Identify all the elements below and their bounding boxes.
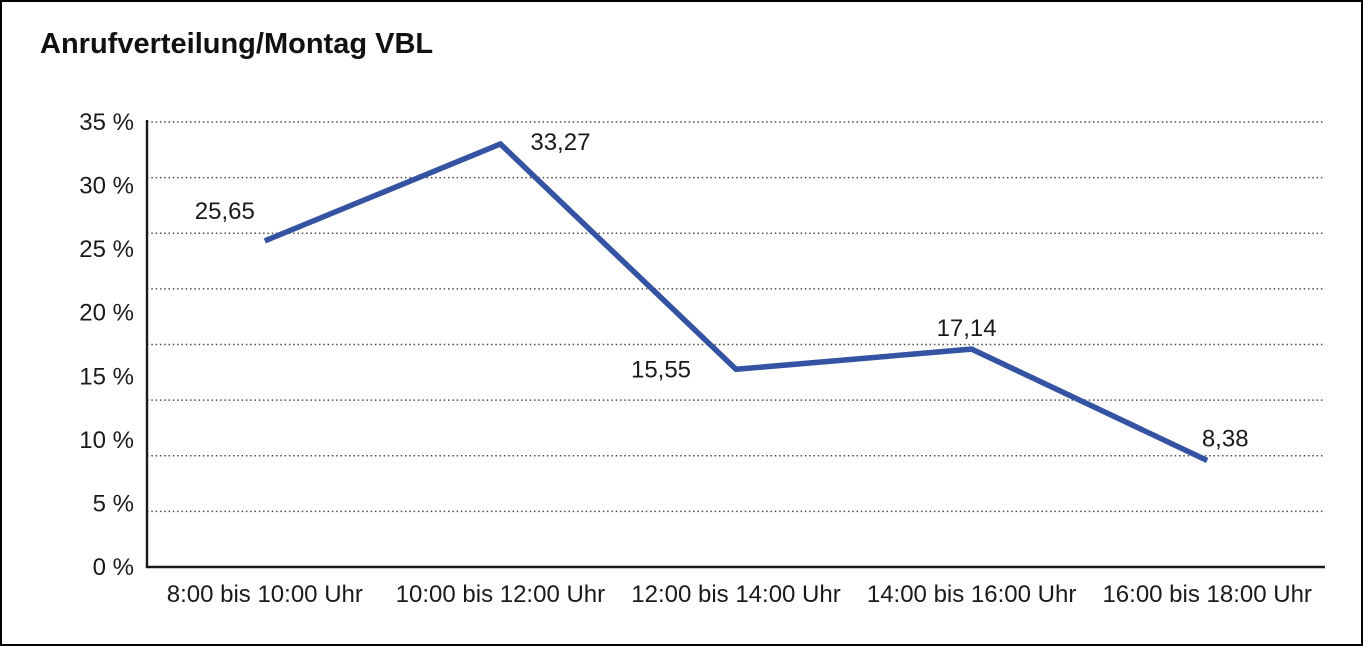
y-axis-tick-label: 25 %	[79, 236, 134, 263]
y-axis-tick-label: 35 %	[79, 109, 134, 136]
x-axis-category-label: 16:00 bis 18:00 Uhr	[1102, 581, 1311, 608]
data-series-line	[263, 140, 1209, 463]
data-point-label: 33,27	[530, 129, 590, 156]
y-axis-tick-label: 10 %	[79, 427, 134, 454]
y-axis-tick-label: 0 %	[93, 554, 134, 581]
x-axis-category-label: 14:00 bis 16:00 Uhr	[867, 581, 1076, 608]
x-axis-category-label: 12:00 bis 14:00 Uhr	[631, 581, 840, 608]
y-axis-tick-label: 15 %	[79, 363, 134, 390]
chart-title: Anrufverteilung/Montag VBL	[40, 28, 434, 60]
x-axis-category-label: 8:00 bis 10:00 Uhr	[167, 581, 363, 608]
y-axis-tick-label: 30 %	[79, 173, 134, 200]
x-axis-category-label: 10:00 bis 12:00 Uhr	[396, 581, 605, 608]
y-axis-tick-label: 20 %	[79, 300, 134, 327]
y-axis-tick-label: 5 %	[93, 490, 134, 517]
data-point-label: 17,14	[937, 315, 997, 342]
data-point-label: 8,38	[1202, 425, 1249, 452]
data-point-label: 15,55	[631, 356, 691, 383]
data-point-label: 25,65	[195, 198, 255, 225]
